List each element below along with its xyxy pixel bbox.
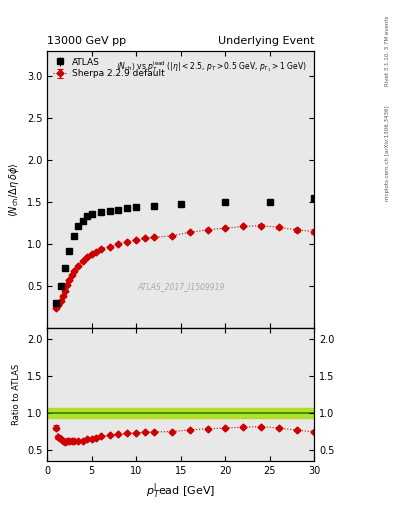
Y-axis label: $\langle N_{\rm ch} / \Delta\eta\,\delta\phi \rangle$: $\langle N_{\rm ch} / \Delta\eta\,\delta… bbox=[7, 162, 21, 217]
Text: 13000 GeV pp: 13000 GeV pp bbox=[47, 36, 126, 46]
Text: ATLAS_2017_I1509919: ATLAS_2017_I1509919 bbox=[137, 282, 224, 291]
Bar bbox=[47, 408, 314, 418]
Text: Underlying Event: Underlying Event bbox=[218, 36, 314, 46]
Text: $\langle N_{\rm ch}\rangle$ vs $p_T^{\rm lead}$ ($|\eta|<2.5$, $p_T>0.5$ GeV, $p: $\langle N_{\rm ch}\rangle$ vs $p_T^{\rm… bbox=[116, 59, 307, 74]
Legend: ATLAS, Sherpa 2.2.9 default: ATLAS, Sherpa 2.2.9 default bbox=[51, 56, 166, 80]
Text: Rivet 3.1.10, 3.7M events: Rivet 3.1.10, 3.7M events bbox=[385, 16, 389, 87]
Text: mcplots.cern.ch [arXiv:1306.3436]: mcplots.cern.ch [arXiv:1306.3436] bbox=[385, 106, 389, 201]
Y-axis label: Ratio to ATLAS: Ratio to ATLAS bbox=[12, 364, 21, 425]
X-axis label: $p_T^{\rm l}$ead [GeV]: $p_T^{\rm l}$ead [GeV] bbox=[146, 481, 215, 501]
